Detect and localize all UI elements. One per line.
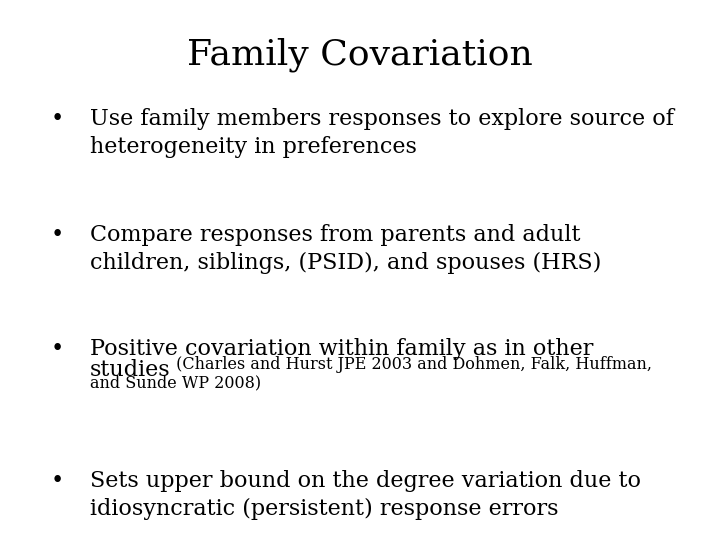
Text: •: •	[50, 108, 63, 130]
Text: (Charles and Hurst JPE 2003 and Dohmen, Falk, Huffman,: (Charles and Hurst JPE 2003 and Dohmen, …	[171, 356, 652, 373]
Text: •: •	[50, 470, 63, 492]
Text: Positive covariation within family as in other: Positive covariation within family as in…	[90, 338, 593, 360]
Text: •: •	[50, 338, 63, 360]
Text: studies: studies	[90, 359, 171, 381]
Text: Use family members responses to explore source of
heterogeneity in preferences: Use family members responses to explore …	[90, 108, 674, 158]
Text: Family Covariation: Family Covariation	[187, 38, 533, 72]
Text: Sets upper bound on the degree variation due to
idiosyncratic (persistent) respo: Sets upper bound on the degree variation…	[90, 470, 641, 520]
Text: and Sunde WP 2008): and Sunde WP 2008)	[90, 374, 261, 391]
Text: Compare responses from parents and adult
children, siblings, (PSID), and spouses: Compare responses from parents and adult…	[90, 224, 601, 274]
Text: •: •	[50, 224, 63, 246]
